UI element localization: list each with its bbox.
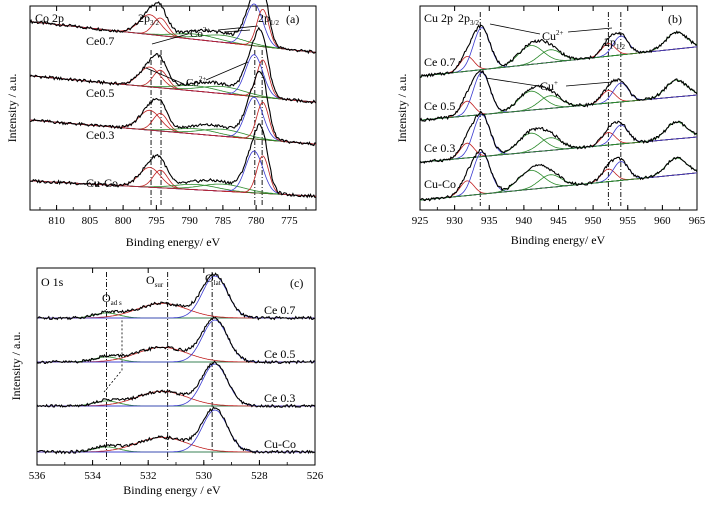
- panel-a-sample-1: Ce0.5: [86, 86, 114, 100]
- panel-b-xlabel: Binding energy/ eV: [511, 233, 606, 247]
- panel-b-ticks: 925 930 935 940 945 950 955 960 965: [412, 6, 705, 227]
- panel-2-tick-label-4: 528: [251, 470, 268, 482]
- panel-1-sample-2-spectrum: [419, 110, 698, 164]
- panel-1-sample-3-component-6: [419, 157, 698, 201]
- panel-c-element-label: O 1s: [41, 275, 64, 289]
- panel-b-reference-lines: [479, 12, 622, 206]
- panel-1-tick-label-4: 945: [550, 215, 567, 227]
- panel-1-sample-3-spectrum: [419, 148, 698, 202]
- panel-2-sample-3-spectrum: [36, 406, 316, 455]
- panel-b-element-label: Cu 2p: [424, 11, 453, 25]
- panel-c-annot-olat: Olat: [205, 271, 221, 287]
- panel-1-sample-0-component-5: [419, 35, 698, 77]
- panel-1-sample-1-spectrum: [419, 69, 698, 122]
- panel-1-sample-1-component-6: [419, 79, 698, 121]
- panel-2-sample-2-spectrum: [36, 360, 316, 409]
- panel-a-annot-co3: Co3+: [190, 26, 210, 40]
- panel-a-sample-3: Cu-Co: [86, 176, 118, 190]
- panel-c-annot-oads: Oad s: [102, 291, 122, 307]
- panel-1-tick-label-6: 955: [620, 215, 637, 227]
- panel-a-spectra: [29, 0, 317, 199]
- panel-0-sample-0-component-5: [29, 9, 317, 53]
- panel-a-id: (a): [286, 12, 299, 26]
- panel-1-tick-label-5: 950: [585, 215, 602, 227]
- panel-0-tick-label-7: 775: [281, 215, 298, 227]
- panel-b-arrows: [485, 23, 613, 87]
- panel-c-ticks: 536 534 532 530 528 526: [29, 268, 324, 482]
- panel-c-id: (c): [290, 276, 303, 290]
- panel-1-tick-label-0: 925: [412, 215, 429, 227]
- panel-1-sample-3-component-1: [419, 151, 698, 201]
- panel-b-sample-0: Ce 0.7: [424, 55, 455, 69]
- panel-a-arrows: [145, 25, 259, 85]
- panel-b-sample-3: Cu-Co: [424, 177, 456, 191]
- panel-b-sample-1: Ce 0.5: [424, 99, 455, 113]
- panel-c-sample-0: Ce 0.7: [264, 303, 295, 317]
- panel-0-tick-label-6: 780: [248, 215, 265, 227]
- panel-a-co-2p: Co 2p (a) Binding energy/ eV Intensity /…: [5, 0, 317, 249]
- panel-c-frame: [36, 267, 316, 466]
- panel-0-sample-0-spectrum: [29, 0, 317, 55]
- panel-0-sample-2-component-4: [29, 96, 317, 145]
- panel-1-sample-0-spectrum: [419, 24, 698, 78]
- panel-c-o-1s: O 1s (c) Binding energy / eV Intensity /…: [9, 267, 324, 497]
- panel-a-sample-0: Ce0.7: [86, 34, 114, 48]
- panel-2-tick-label-1: 534: [84, 470, 101, 482]
- panel-c-oads-dotted-link: [103, 318, 123, 393]
- panel-c-sample-1: Ce 0.5: [264, 347, 295, 361]
- panel-c-ylabel: Intensity / a.u.: [9, 332, 23, 401]
- panel-2-sample-0-spectrum: [37, 272, 316, 321]
- panel-1-tick-label-8: 965: [689, 215, 705, 227]
- panel-b-id: (b): [668, 12, 682, 26]
- panel-c-spectra: [36, 272, 316, 455]
- panel-b-cu-2p: Cu 2p (b) Binding energy/ eV Intensity /…: [395, 5, 705, 247]
- panel-c-sample-3: Cu-Co: [264, 437, 296, 451]
- panel-1-tick-label-2: 935: [481, 215, 498, 227]
- panel-0-tick-label-1: 805: [82, 215, 99, 227]
- panel-0-sample-1-spectrum: [29, 26, 317, 105]
- panel-a-reference-lines: [150, 50, 263, 206]
- panel-2-tick-label-2: 532: [140, 470, 157, 482]
- panel-a-xlabel: Binding energy/ eV: [126, 235, 221, 249]
- panel-b-annot-cu1: Cu+: [540, 79, 558, 93]
- panel-2-sample-1-spectrum: [36, 316, 316, 365]
- panel-a-ticks: 810 805 800 795 790 785 780 775: [39, 6, 307, 227]
- panel-2-tick-label-5: 526: [307, 470, 324, 482]
- panel-a-ylabel: Intensity / a.u.: [5, 74, 19, 143]
- panel-b-sample-2: Ce 0.3: [424, 141, 455, 155]
- panel-0-sample-1-component-4: [29, 54, 317, 103]
- panel-1-sample-3-component-5: [419, 161, 698, 201]
- panel-b-annot-p12: 2p1/2: [604, 35, 625, 51]
- panel-0-sample-3-spectrum: [29, 123, 317, 199]
- panel-a-annot-p12: 2p1/2: [258, 11, 279, 27]
- panel-c-xlabel: Binding energy / eV: [123, 483, 221, 497]
- panel-1-tick-label-1: 930: [446, 215, 463, 227]
- panel-0-sample-3-component-5: [29, 155, 317, 197]
- panel-c-annot-osur: Osur: [146, 273, 164, 289]
- panel-2-tick-label-0: 536: [29, 470, 46, 482]
- panel-b-annot-p32: 2p3/2: [458, 11, 479, 27]
- panel-c-sample-2: Ce 0.3: [264, 391, 295, 405]
- panel-0-sample-3-component-4: [29, 150, 317, 197]
- panel-0-tick-label-0: 810: [48, 215, 65, 227]
- panel-1-tick-label-7: 960: [654, 215, 671, 227]
- panel-0-tick-label-5: 785: [215, 215, 232, 227]
- panel-0-sample-1-component-5: [29, 59, 317, 103]
- panel-0-tick-label-4: 790: [181, 215, 198, 227]
- panel-0-tick-label-3: 795: [148, 215, 165, 227]
- panel-b-ylabel: Intensity / a.u.: [395, 74, 409, 143]
- panel-b-annot-cu2: Cu2+: [542, 29, 564, 43]
- panel-a-sample-2: Ce0.3: [86, 128, 114, 142]
- panel-2-tick-label-3: 530: [196, 470, 213, 482]
- panel-2-sample-3-component-2: [37, 409, 315, 453]
- panel-1-tick-label-3: 940: [516, 215, 533, 227]
- panel-b-spectra: [419, 24, 698, 202]
- panel-0-sample-2-spectrum: [29, 70, 317, 147]
- panel-0-tick-label-2: 800: [115, 215, 132, 227]
- panel-a-annot-p32: 2p3/2: [138, 11, 159, 27]
